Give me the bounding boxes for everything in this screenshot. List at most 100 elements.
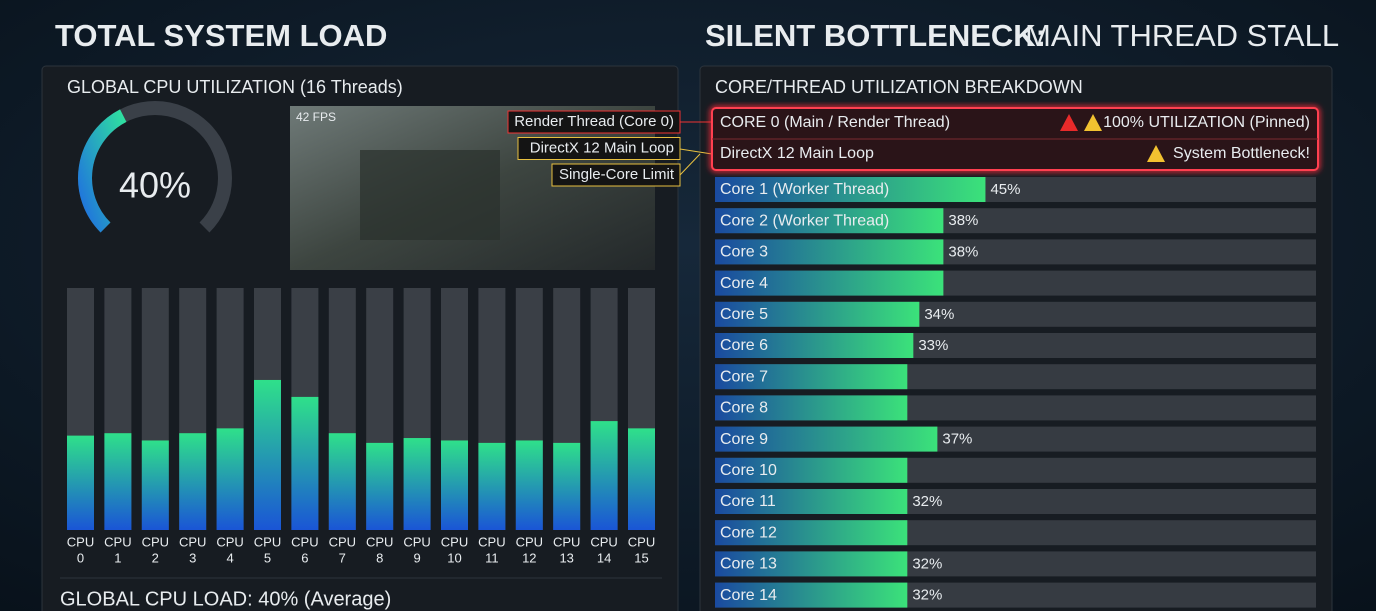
cpu-bar	[628, 428, 655, 530]
core-bar	[715, 364, 908, 390]
cpu-label: CPU	[590, 534, 617, 549]
core-name: Core 13	[720, 556, 777, 573]
cpu-number: 5	[264, 550, 271, 565]
error-icon	[1060, 114, 1078, 131]
core-value-label: 38%	[948, 243, 978, 260]
core-value-label: 33%	[918, 337, 948, 354]
core-name: Core 11	[720, 493, 776, 510]
cpu-label: CPU	[67, 534, 94, 549]
cpu-number: 10	[447, 550, 461, 565]
core-bar	[715, 333, 914, 358]
core-bar	[715, 582, 908, 608]
core-bar	[715, 177, 986, 202]
cpu-label: CPU	[179, 534, 206, 549]
core-name: Core 5	[720, 306, 768, 323]
core-value-label: 32%	[912, 555, 942, 572]
core-bar	[715, 395, 908, 421]
cpu-bar	[291, 396, 319, 530]
core-bar	[715, 270, 944, 296]
cpu-label: CPU	[291, 534, 318, 549]
cpu-bar	[590, 421, 618, 530]
cpu-label: CPU	[478, 534, 505, 549]
gauge-value	[78, 109, 127, 233]
cpu-label: CPU	[553, 534, 580, 549]
core-name: Core 1 (Worker Thread)	[720, 181, 889, 198]
core-bar	[715, 520, 908, 546]
callout-label: Single-Core Limit	[559, 166, 675, 183]
core-name: Core 6	[720, 337, 768, 354]
cpu-label: CPU	[142, 534, 169, 549]
cpu-number: 8	[376, 550, 383, 565]
cpu-bar	[141, 440, 169, 530]
cpu-number: 6	[301, 550, 308, 565]
core-name: Core 9	[720, 431, 768, 448]
cpu-label: CPU	[216, 534, 243, 549]
cpu-number: 14	[597, 550, 611, 565]
core-name: Core 8	[720, 400, 768, 417]
cpu-label: CPU	[403, 534, 430, 549]
cpu-bar	[515, 440, 543, 530]
core-value-label: 45%	[990, 181, 1020, 198]
left-title: TOTAL SYSTEM LOAD	[55, 18, 387, 53]
fps-label: 42 FPS	[296, 110, 336, 124]
warning-icon	[1084, 114, 1102, 131]
core-name: Core 14	[720, 587, 777, 604]
core-name: Core 12	[720, 524, 777, 541]
cpu-label: CPU	[366, 534, 393, 549]
callout-box	[507, 110, 681, 134]
gauge-label: 40%	[119, 165, 191, 206]
cpu-bar	[403, 438, 431, 530]
generated: 40% Render Thread (Core 0) DirectX 12 Main…	[67, 101, 1316, 608]
cpu-bar	[216, 428, 244, 530]
cpu-number: 9	[413, 550, 420, 565]
core-bar	[715, 426, 938, 452]
core-value-label: 32%	[912, 493, 942, 510]
connector	[679, 148, 713, 155]
core-name: Core 2 (Worker Thread)	[720, 212, 889, 229]
footer: GLOBAL CPU LOAD: 40% (Average)	[60, 588, 391, 610]
cpu-number: 7	[339, 550, 346, 565]
cpu-bar	[328, 433, 356, 530]
alert-row2-label: DirectX 12 Main Loop	[720, 145, 874, 162]
right-title-rest: MAIN THREAD STALL	[1025, 18, 1339, 53]
cpu-bar	[254, 379, 281, 530]
cpu-bar	[441, 440, 468, 530]
callout-label: DirectX 12 Main Loop	[530, 139, 674, 156]
core-value-label: 34%	[924, 306, 954, 323]
cpu-number: 13	[559, 550, 573, 565]
core-name: Core 10	[720, 462, 777, 479]
core-bar	[715, 457, 908, 483]
cpu-label: CPU	[104, 534, 131, 549]
cpu-bar	[179, 433, 207, 530]
left-panel-title: GLOBAL CPU UTILIZATION (16 Threads)	[67, 77, 403, 97]
callout-box	[517, 137, 681, 160]
connector	[679, 153, 701, 176]
alert-row1-status: 100% UTILIZATION (Pinned)	[1103, 114, 1310, 131]
cpu-number: 0	[77, 550, 84, 565]
cpu-number: 1	[114, 550, 121, 565]
cpu-bar	[366, 442, 394, 530]
cpu-number: 11	[485, 550, 499, 565]
warning-icon	[1147, 145, 1165, 162]
callout-label: Render Thread (Core 0)	[514, 113, 674, 130]
core-name: Core 7	[720, 368, 768, 385]
cpu-number: 3	[189, 550, 196, 565]
core-name: Core 4	[720, 275, 768, 292]
core-bar	[715, 551, 908, 577]
core-value-label: 38%	[948, 212, 978, 229]
core-bar	[715, 239, 944, 265]
cpu-bar	[67, 435, 94, 530]
cpu-label: CPU	[329, 534, 356, 549]
core-value-label: 37%	[942, 431, 972, 448]
right-panel-title: CORE/THREAD UTILIZATION BREAKDOWN	[715, 77, 1083, 97]
core-bar	[715, 208, 944, 234]
alert-row2-status: System Bottleneck!	[1173, 145, 1310, 162]
core-bar	[715, 489, 908, 514]
cpu-bar	[104, 433, 132, 530]
right-title-bold: SILENT BOTTLENECK:	[705, 18, 1046, 53]
cpu-number: 2	[152, 550, 159, 565]
cpu-label: CPU	[254, 534, 281, 549]
game-scene	[360, 150, 500, 240]
cpu-number: 12	[522, 550, 536, 565]
